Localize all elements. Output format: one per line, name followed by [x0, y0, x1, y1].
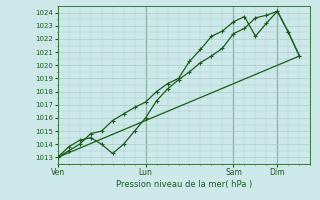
X-axis label: Pression niveau de la mer( hPa ): Pression niveau de la mer( hPa ) [116, 180, 252, 189]
